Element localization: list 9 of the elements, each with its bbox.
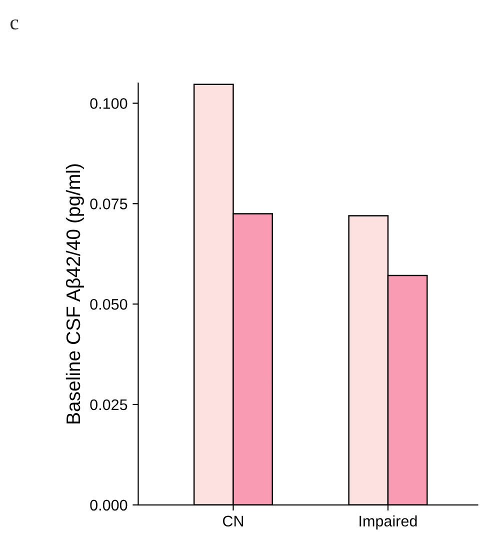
y-axis-title: Baseline CSF Aβ42/40 (pg/ml) [66,164,84,424]
x-tick-label: Impaired [360,515,417,530]
y-tick-label: 0.100 [90,98,128,109]
y-tick-label: 0.075 [90,198,128,210]
y-tick-label: 0.025 [90,399,128,410]
y-tick-label: 0.050 [90,298,128,310]
x-tick-label: CN [222,516,244,527]
text: c [10,19,18,30]
y-tick-label: 0.000 [90,500,128,511]
